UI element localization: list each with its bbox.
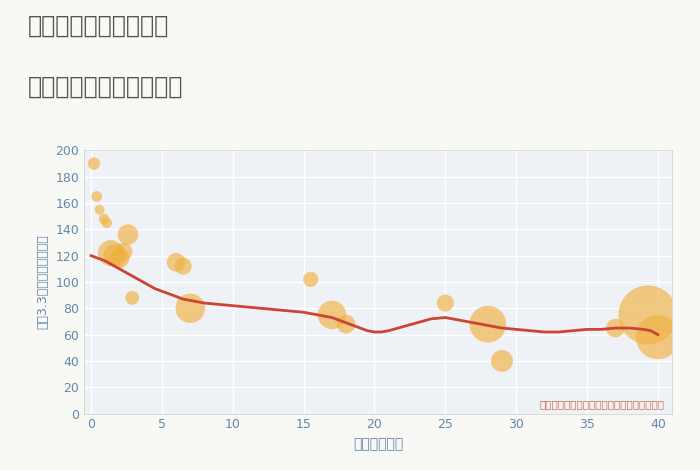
Point <box>171 258 182 266</box>
Point <box>127 294 138 302</box>
Point <box>643 311 654 319</box>
X-axis label: 築年数（年）: 築年数（年） <box>353 437 403 451</box>
Point <box>114 255 125 262</box>
Point <box>118 248 130 256</box>
Point <box>94 206 105 213</box>
Point <box>326 311 337 319</box>
Text: 愛知県安城市木戸町の: 愛知県安城市木戸町の <box>28 14 169 38</box>
Point <box>88 160 99 167</box>
Point <box>440 299 451 307</box>
Point <box>91 193 102 200</box>
Point <box>110 252 121 259</box>
Point <box>185 305 196 312</box>
Point <box>105 249 116 257</box>
Point <box>305 275 316 283</box>
Point <box>610 324 621 332</box>
Point <box>122 231 134 238</box>
Point <box>496 357 507 365</box>
Y-axis label: 平（3.3㎡）単価（万円）: 平（3.3㎡）単価（万円） <box>36 235 50 329</box>
Text: 築年数別中古戸建て価格: 築年数別中古戸建て価格 <box>28 75 183 99</box>
Point <box>340 321 351 328</box>
Point <box>652 334 664 341</box>
Point <box>101 219 112 227</box>
Point <box>98 215 109 223</box>
Point <box>178 262 189 270</box>
Text: 円の大きさは、取引のあった物件面積を示す: 円の大きさは、取引のあった物件面積を示す <box>540 400 665 410</box>
Point <box>482 321 493 328</box>
